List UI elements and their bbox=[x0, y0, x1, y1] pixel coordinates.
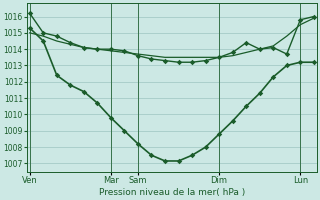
X-axis label: Pression niveau de la mer( hPa ): Pression niveau de la mer( hPa ) bbox=[99, 188, 245, 197]
